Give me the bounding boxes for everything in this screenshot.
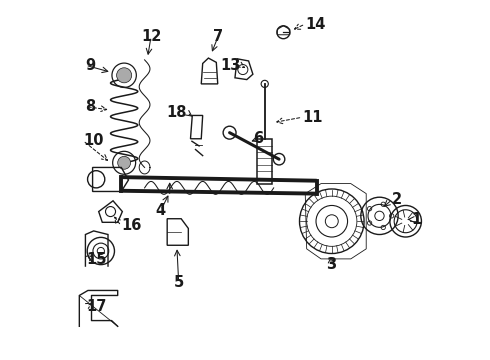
- Text: 18: 18: [167, 105, 187, 120]
- Circle shape: [117, 68, 132, 83]
- Text: 2: 2: [392, 192, 402, 207]
- Text: 10: 10: [83, 133, 103, 148]
- Bar: [257, 139, 272, 184]
- Text: 4: 4: [156, 203, 166, 218]
- Text: 16: 16: [122, 219, 142, 233]
- Text: 12: 12: [141, 29, 161, 44]
- Text: 8: 8: [85, 99, 96, 114]
- Text: 5: 5: [173, 275, 184, 290]
- Text: 3: 3: [326, 257, 336, 272]
- Text: 6: 6: [253, 131, 264, 146]
- Circle shape: [118, 156, 131, 169]
- Text: 15: 15: [87, 252, 107, 267]
- Text: 11: 11: [302, 110, 323, 125]
- Text: 17: 17: [87, 299, 107, 314]
- Text: 9: 9: [85, 58, 96, 73]
- Text: 1: 1: [412, 212, 422, 227]
- Text: 7: 7: [213, 29, 223, 44]
- Text: 13: 13: [220, 58, 241, 73]
- Text: 14: 14: [305, 17, 326, 32]
